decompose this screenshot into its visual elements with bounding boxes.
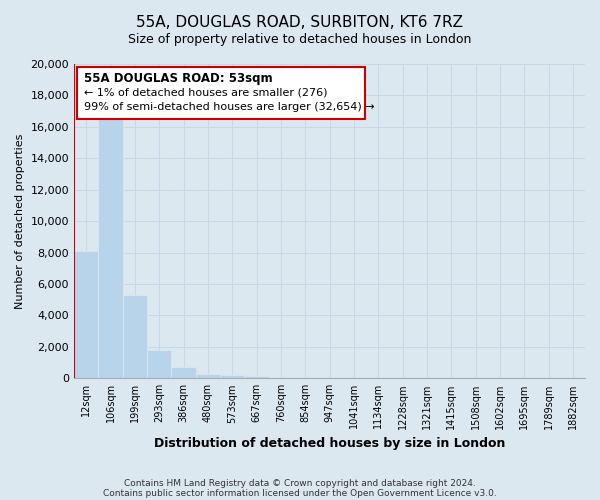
Text: 99% of semi-detached houses are larger (32,654) →: 99% of semi-detached houses are larger (… [84,102,375,112]
Bar [244,376,269,378]
Text: Contains HM Land Registry data © Crown copyright and database right 2024.: Contains HM Land Registry data © Crown c… [124,478,476,488]
Bar [172,366,196,378]
Bar [123,295,147,378]
Text: ← 1% of detached houses are smaller (276): ← 1% of detached houses are smaller (276… [84,88,328,98]
Bar [147,350,172,378]
Text: 55A DOUGLAS ROAD: 53sqm: 55A DOUGLAS ROAD: 53sqm [84,72,273,85]
Text: Contains public sector information licensed under the Open Government Licence v3: Contains public sector information licen… [103,488,497,498]
Y-axis label: Number of detached properties: Number of detached properties [15,134,25,309]
Text: Size of property relative to detached houses in London: Size of property relative to detached ho… [128,32,472,46]
FancyBboxPatch shape [77,67,365,119]
Bar [220,375,244,378]
Bar [196,374,220,378]
X-axis label: Distribution of detached houses by size in London: Distribution of detached houses by size … [154,437,505,450]
Bar [98,119,123,378]
Text: 55A, DOUGLAS ROAD, SURBITON, KT6 7RZ: 55A, DOUGLAS ROAD, SURBITON, KT6 7RZ [137,15,464,30]
Bar [74,251,98,378]
